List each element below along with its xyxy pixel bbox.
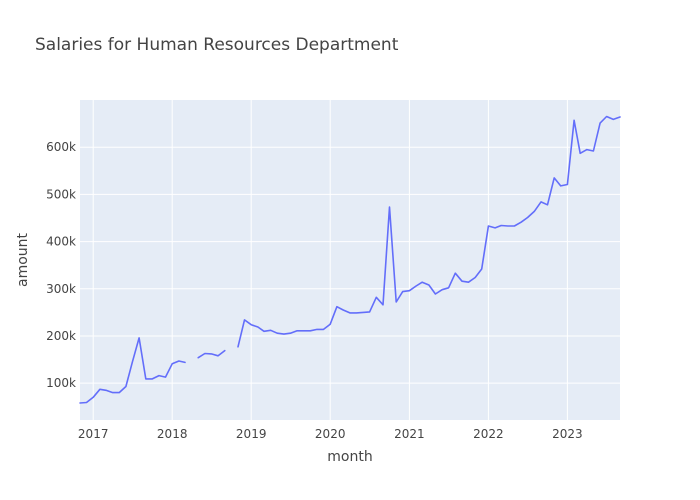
series-line-segment: [237, 115, 621, 348]
series-line-segment: [79, 337, 186, 404]
chart-title: Salaries for Human Resources Department: [35, 35, 399, 55]
y-tick-label: 300k: [46, 282, 76, 296]
x-tick-label: 2020: [315, 427, 346, 441]
y-tick-label: 400k: [46, 235, 76, 249]
x-gridlines: [92, 100, 568, 420]
series-line-segment: [197, 349, 226, 359]
x-tick-label: 2021: [394, 427, 425, 441]
y-tick-label: 500k: [46, 187, 76, 201]
x-tick-label: 2017: [78, 427, 109, 441]
x-axis-ticks: 2017 2018 2019 2020 2021 2022 2023: [78, 427, 583, 441]
plot-area: [80, 100, 620, 420]
y-tick-label: 100k: [46, 376, 76, 390]
y-tick-label: 600k: [46, 140, 76, 154]
x-tick-label: 2019: [236, 427, 267, 441]
y-gridlines: [80, 146, 620, 384]
x-axis-title: month: [327, 449, 372, 465]
x-tick-label: 2022: [473, 427, 504, 441]
x-tick-label: 2023: [552, 427, 583, 441]
y-axis-ticks: 100k 200k 300k 400k 500k 600k: [46, 140, 76, 390]
x-tick-label: 2018: [157, 427, 188, 441]
series-layer: [79, 115, 621, 404]
y-tick-label: 200k: [46, 329, 76, 343]
y-axis-title: amount: [15, 232, 31, 287]
